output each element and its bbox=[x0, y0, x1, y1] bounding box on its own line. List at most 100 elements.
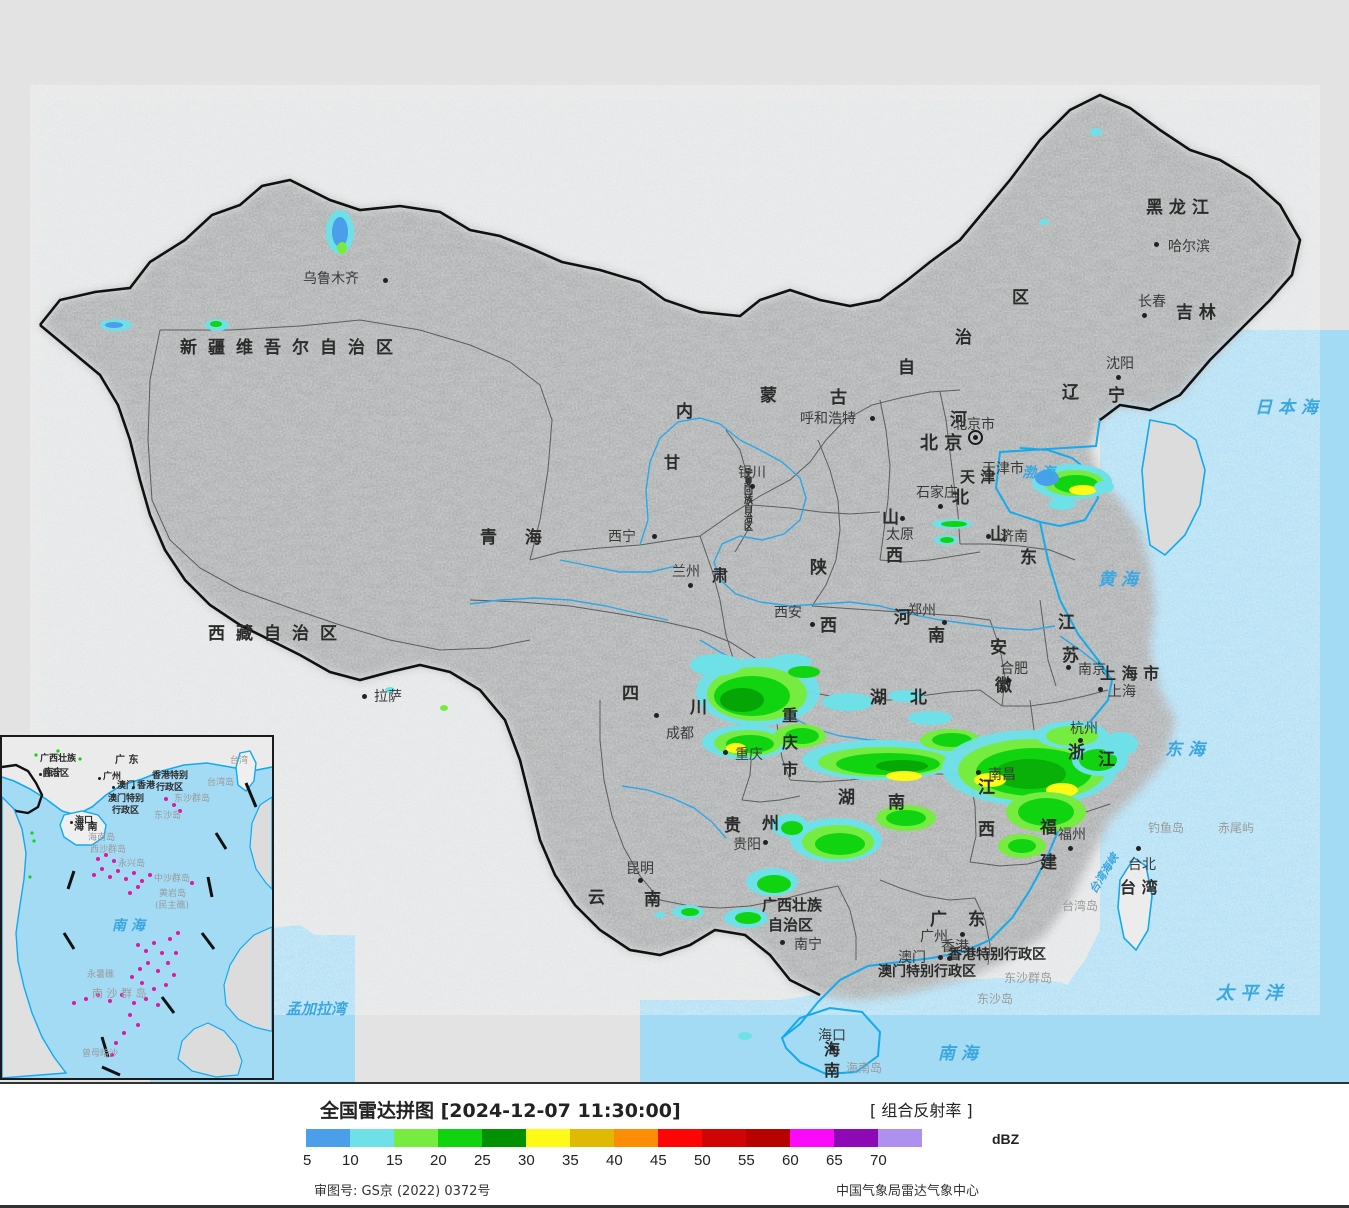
inset-island-label-11: 南 沙 群 岛 bbox=[92, 987, 147, 1000]
city-marker-4 bbox=[750, 484, 755, 489]
inset-city-marker-4 bbox=[112, 786, 115, 789]
dbz-tick-45: 45 bbox=[650, 1152, 667, 1169]
echo-sichuan-chongqing bbox=[690, 654, 826, 759]
inset-island-label-5: 西沙群岛 bbox=[90, 845, 127, 855]
city-marker-20 bbox=[638, 878, 643, 883]
dbz-tick-40: 40 bbox=[606, 1152, 623, 1169]
legend-footer: 全国雷达拼图 [2024-12-07 11:30:00] [ 组合反射率 ] d… bbox=[0, 1082, 1349, 1208]
city-marker-19 bbox=[763, 840, 768, 845]
city-label-5: 呼和浩特 bbox=[800, 411, 856, 427]
sea-label-3: 东 海 bbox=[1165, 740, 1205, 760]
echo-hubei-hunan bbox=[802, 690, 980, 781]
province-label-33: 重 bbox=[782, 706, 799, 725]
province-label-47: 南 bbox=[644, 890, 661, 910]
echo-guizhou-guangxi bbox=[672, 805, 936, 928]
city-label-31: 天津市 bbox=[982, 461, 1024, 477]
city-marker-24 bbox=[938, 955, 943, 960]
inset-city-label-2: 海口 bbox=[75, 816, 94, 826]
inset-city-label-0: 南宁 bbox=[44, 768, 63, 778]
foreign-land bbox=[1117, 419, 1206, 952]
city-label-7: 郑州 bbox=[908, 603, 936, 619]
province-label-51: 东 bbox=[968, 910, 985, 930]
city-label-17: 成都 bbox=[666, 726, 694, 742]
inset-province-label-1: 自治区 bbox=[42, 769, 70, 779]
dbz-swatch-25[interactable] bbox=[482, 1129, 526, 1147]
capital-marker-beijing bbox=[968, 430, 983, 445]
inset-echo bbox=[28, 749, 82, 879]
city-marker-29 bbox=[1136, 846, 1141, 851]
inset-island-label-10: 永暑礁 bbox=[87, 970, 115, 980]
dbz-swatch-15[interactable] bbox=[394, 1129, 438, 1147]
city-marker-12 bbox=[1066, 665, 1071, 670]
south-china-sea-inset[interactable]: 广西壮族 自治区广 东香港特别 行政区 澳门特别 行政区海 南 南宁 广州 海口 香港 澳门 南… bbox=[0, 735, 274, 1080]
inset-city-label-1: 广州 bbox=[103, 772, 122, 782]
city-label-0: 乌鲁木齐 bbox=[303, 271, 359, 287]
island-label-1: 赤尾屿 bbox=[1218, 821, 1255, 835]
province-label-44: 贵 bbox=[724, 816, 741, 836]
mosaic-title: 全国雷达拼图 [2024-12-07 11:30:00] bbox=[320, 1100, 681, 1122]
city-marker-6 bbox=[810, 622, 815, 627]
province-label-5: 内 bbox=[676, 402, 693, 422]
dbz-swatch-20[interactable] bbox=[438, 1129, 482, 1147]
inset-island-label-2: 东沙群岛 bbox=[174, 794, 211, 804]
national-border bbox=[38, 93, 1302, 997]
inset-island-label-7: 中沙群岛 bbox=[154, 874, 191, 884]
product-type-label: [ 组合反射率 ] bbox=[870, 1101, 973, 1120]
province-label-13: 西 bbox=[820, 616, 837, 636]
city-label-25: 海口 bbox=[818, 1028, 846, 1044]
island-label-5: 海南岛 bbox=[846, 1061, 883, 1075]
province-label-53: 南 bbox=[824, 1061, 841, 1080]
inset-province-label-5: 澳门特别 bbox=[108, 794, 145, 804]
province-label-31: 四 bbox=[622, 684, 639, 704]
china-radar-map[interactable]: 新疆维吾尔自治区 西藏自治区青 海甘肃内蒙古自治区宁夏回族自治区陕西山西河北北 京… bbox=[0, 0, 1349, 1082]
city-marker-27 bbox=[1142, 313, 1147, 318]
inset-island-label-1: 台湾岛 bbox=[207, 778, 235, 788]
province-label-50: 广 bbox=[930, 910, 947, 930]
dbz-swatch-40[interactable] bbox=[614, 1129, 658, 1147]
province-label-7: 古 bbox=[830, 388, 847, 408]
dbz-swatch-70[interactable] bbox=[878, 1129, 922, 1147]
inset-province-label-6: 行政区 bbox=[112, 806, 140, 816]
city-marker-13 bbox=[1098, 687, 1103, 692]
dbz-swatch-55[interactable] bbox=[746, 1129, 790, 1147]
province-label-2: 青 海 bbox=[480, 528, 553, 548]
province-label-49: 自治区 bbox=[768, 916, 814, 934]
city-marker-18 bbox=[723, 750, 728, 755]
dbz-swatch-30[interactable] bbox=[526, 1129, 570, 1147]
city-label-28: 沈阳 bbox=[1106, 356, 1134, 372]
dbz-swatch-65[interactable] bbox=[834, 1129, 878, 1147]
dbz-swatch-50[interactable] bbox=[702, 1129, 746, 1147]
province-label-48: 广西壮族 bbox=[762, 896, 823, 914]
province-label-20: 山 bbox=[990, 525, 1007, 545]
province-label-14: 山 bbox=[882, 508, 899, 528]
province-label-10: 区 bbox=[1012, 288, 1029, 308]
city-marker-5 bbox=[870, 416, 875, 421]
dbz-swatch-35[interactable] bbox=[570, 1129, 614, 1147]
dbz-swatch-10[interactable] bbox=[350, 1129, 394, 1147]
city-label-23: 香港 bbox=[941, 939, 969, 955]
dbz-swatch-45[interactable] bbox=[658, 1129, 702, 1147]
province-label-38: 浙 bbox=[1068, 743, 1085, 763]
province-label-36: 湖 bbox=[838, 788, 855, 808]
dbz-tick-60: 60 bbox=[782, 1152, 799, 1169]
city-label-29: 台北 bbox=[1128, 857, 1156, 873]
city-marker-21 bbox=[780, 940, 785, 945]
city-label-21: 南宁 bbox=[794, 937, 822, 953]
city-label-30: 北京市 bbox=[953, 417, 995, 433]
province-label-11: 宁夏回族自治区 bbox=[742, 468, 752, 531]
dbz-color-bar[interactable] bbox=[306, 1129, 922, 1147]
city-marker-23 bbox=[947, 956, 952, 961]
dbz-swatch-5[interactable] bbox=[306, 1129, 350, 1147]
island-label-3: 东沙群岛 bbox=[1004, 971, 1053, 985]
inset-sea-label-0: 南 海 bbox=[112, 918, 145, 934]
city-label-10: 济南 bbox=[1000, 529, 1028, 545]
province-label-9: 治 bbox=[955, 328, 972, 348]
dbz-swatch-60[interactable] bbox=[790, 1129, 834, 1147]
province-label-17: 北 bbox=[952, 488, 969, 508]
island-label-0: 钓鱼岛 bbox=[1148, 821, 1185, 835]
city-label-26: 哈尔滨 bbox=[1168, 239, 1210, 255]
province-label-30: 北 bbox=[910, 688, 927, 708]
inset-province-label-7: 海 南 bbox=[74, 822, 98, 833]
dbz-tick-5: 5 bbox=[303, 1152, 312, 1169]
city-label-19: 贵阳 bbox=[733, 837, 761, 853]
